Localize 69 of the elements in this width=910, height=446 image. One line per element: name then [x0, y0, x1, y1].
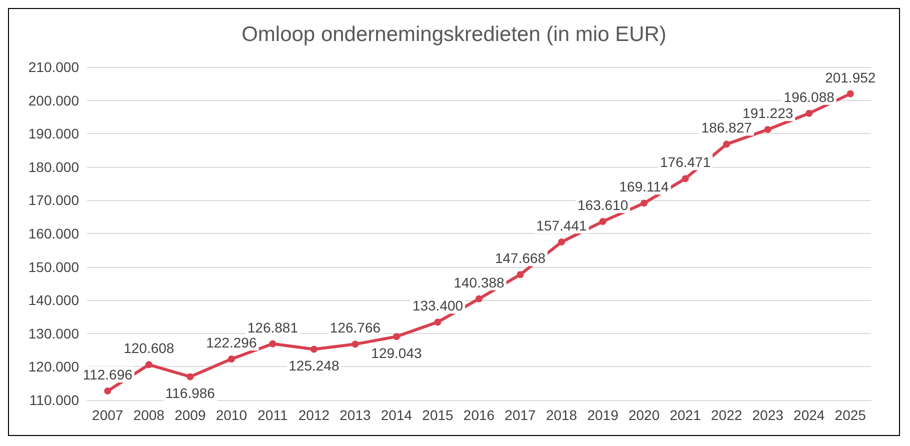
- y-tick-label: 180.000: [28, 158, 80, 175]
- data-label: 196.088: [784, 88, 835, 105]
- x-tick-label: 2011: [258, 407, 288, 423]
- y-tick-label: 210.000: [28, 59, 80, 75]
- data-label: 201.952: [825, 69, 876, 86]
- data-label: 186.827: [701, 120, 752, 136]
- data-label: 126.766: [330, 320, 381, 336]
- data-label: 116.986: [165, 385, 216, 402]
- x-tick-label: 2018: [546, 407, 578, 423]
- x-tick-label: 2020: [628, 407, 660, 423]
- data-label: 125.248: [288, 358, 340, 374]
- y-tick-label: 170.000: [28, 192, 80, 208]
- x-tick-label: 2010: [216, 407, 248, 423]
- x-tick-label: 2008: [133, 407, 165, 423]
- x-tick-label: 2024: [794, 407, 825, 423]
- data-label: 157.441: [536, 218, 588, 234]
- point: [764, 126, 772, 134]
- point: [104, 388, 112, 395]
- data-label: 133.400: [412, 298, 464, 314]
- point: [392, 333, 400, 340]
- point: [640, 200, 648, 207]
- point: [434, 318, 442, 326]
- x-tick-label: 2014: [380, 407, 412, 423]
- y-tick-label: 120.000: [28, 358, 80, 375]
- x-tick-label: 2019: [587, 407, 619, 423]
- point: [723, 140, 730, 148]
- data-label: 176.471: [660, 154, 711, 170]
- x-tick-label: 2012: [298, 407, 330, 423]
- data-label: 122.296: [206, 334, 257, 351]
- x-tick-label: 2025: [834, 407, 866, 423]
- x-tick-label: 2017: [504, 407, 536, 423]
- x-tick-label: 2016: [463, 407, 495, 423]
- y-tick-label: 160.000: [28, 226, 80, 242]
- data-label: 120.608: [124, 340, 174, 356]
- x-tick-label: 2007: [92, 407, 124, 423]
- x-tick-label: 2023: [752, 407, 784, 423]
- x-tick-label: 2015: [422, 407, 454, 423]
- x-tick-label: 2009: [174, 407, 206, 423]
- point: [352, 340, 359, 348]
- data-label: 112.696: [82, 366, 133, 383]
- x-tick-label: 2013: [340, 407, 371, 423]
- y-tick-label: 200.000: [28, 92, 80, 108]
- y-tick-label: 190.000: [28, 126, 80, 142]
- point: [186, 373, 194, 380]
- point: [516, 271, 524, 278]
- data-label: 169.114: [619, 178, 670, 195]
- y-tick-label: 130.000: [28, 325, 80, 342]
- x-tick-label: 2021: [670, 407, 702, 423]
- data-label: 140.388: [454, 274, 505, 290]
- point: [310, 346, 318, 353]
- data-label: 147.668: [494, 250, 546, 266]
- point: [846, 90, 854, 98]
- point: [599, 218, 606, 225]
- x-tick-label: 2022: [711, 407, 742, 423]
- data-label: 191.223: [742, 105, 794, 122]
- point: [806, 110, 813, 117]
- point: [476, 295, 482, 302]
- data-label: 163.610: [577, 196, 628, 213]
- y-tick-label: 140.000: [28, 292, 80, 308]
- point: [228, 356, 235, 363]
- point: [145, 361, 152, 368]
- data-label: 126.881: [247, 319, 298, 336]
- point: [682, 175, 689, 182]
- y-tick-label: 110.000: [29, 392, 80, 408]
- point: [558, 238, 566, 246]
- point: [269, 340, 276, 348]
- y-tick-label: 150.000: [28, 258, 80, 275]
- data-label: 129.043: [371, 345, 422, 362]
- chart-title: Omloop ondernemingskredieten (in mio EUR): [242, 23, 666, 46]
